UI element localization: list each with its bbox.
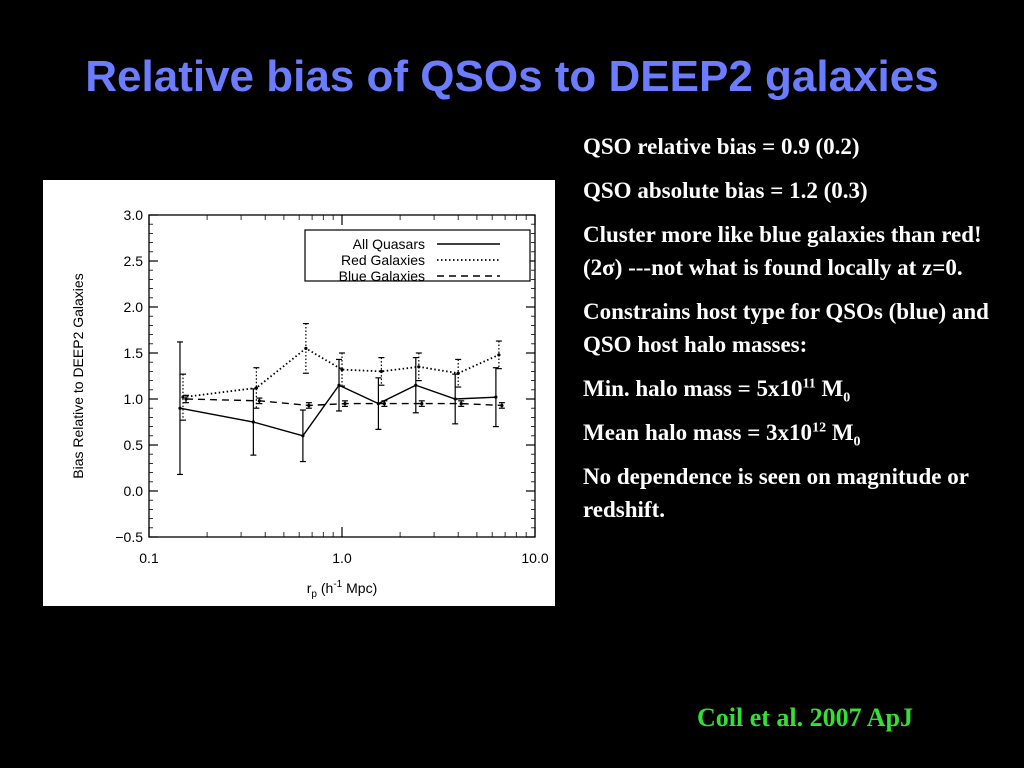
data-point — [453, 397, 457, 401]
sigma-symbol: σ — [602, 255, 615, 280]
y-tick-label: −0.5 — [115, 529, 143, 545]
bullet-absolute-bias: QSO absolute bias = 1.2 (0.3) — [583, 178, 868, 203]
legend-label: All Quasars — [353, 236, 425, 252]
legend-label: Blue Galaxies — [339, 268, 425, 284]
legend-label: Red Galaxies — [341, 252, 425, 268]
data-point — [178, 406, 182, 410]
bullet-constrains-host: Constrains host type for QSOs (blue) and… — [583, 299, 989, 357]
min-halo-exponent: 11 — [802, 376, 816, 392]
data-point — [456, 371, 460, 375]
bias-chart: −0.5 0.0 0.5 1.0 1.5 2.0 2.5 3.0 0.1 1.0 10.0 rp (h… — [43, 180, 555, 606]
bullet-list: QSO relative bias = 0.9 (0.2) QSO absolu… — [583, 130, 1008, 526]
y-axis-title: Bias Relative to DEEP2 Galaxies — [70, 273, 86, 478]
x-tick-label: 1.0 — [332, 550, 352, 566]
data-point — [304, 346, 308, 350]
bullet-relative-bias: QSO relative bias = 0.9 (0.2) — [583, 134, 860, 159]
data-point — [459, 402, 463, 406]
data-point — [343, 402, 347, 406]
mean-halo-text: Mean halo mass = 3x10 — [583, 420, 813, 445]
data-point — [382, 402, 386, 406]
bullet-mean-halo-mass: Mean halo mass = 3x1012 M0 — [583, 416, 1008, 449]
min-halo-unit: M — [815, 376, 844, 401]
mean-halo-unit: M — [826, 420, 854, 445]
data-point — [417, 365, 421, 369]
data-point — [379, 369, 383, 373]
data-point — [301, 434, 305, 438]
data-point — [257, 399, 261, 403]
y-tick-label: 2.0 — [124, 299, 144, 315]
y-tick-label: 3.0 — [124, 207, 144, 223]
data-point — [307, 403, 311, 408]
series-dotted — [179, 322, 502, 421]
bullet-cluster-like-blue: Cluster more like blue galaxies than red… — [583, 218, 1008, 284]
bullet-cluster-text-a: Cluster more like blue galaxies than red… — [583, 222, 982, 280]
bullet-no-dependence: No dependence is seen on magnitude or re… — [583, 464, 969, 522]
data-point — [181, 395, 185, 399]
y-tick-label: 1.0 — [124, 391, 144, 407]
data-point — [414, 383, 418, 387]
legend-box — [304, 229, 531, 282]
series-line — [179, 384, 496, 437]
mean-halo-exponent: 12 — [812, 420, 827, 436]
x-axis-title-part: p — [311, 589, 317, 600]
bullet-cluster-text-b: ) ---not what is found locally at z=0. — [614, 255, 963, 280]
mean-halo-unit-sub: 0 — [853, 434, 861, 450]
data-point — [500, 403, 504, 408]
data-point — [340, 367, 344, 372]
bullet-min-halo-mass: Min. halo mass = 5x1011 M0 — [583, 372, 1008, 405]
x-tick-label: 0.1 — [139, 550, 159, 566]
series-line — [185, 398, 502, 407]
min-halo-text: Min. halo mass = 5x10 — [583, 376, 803, 401]
x-axis-title-part: r — [307, 580, 312, 596]
y-tick-label: 1.5 — [124, 345, 144, 361]
data-point — [184, 397, 188, 401]
x-axis-title-part: Mpc) — [342, 580, 377, 596]
x-axis-title: rp (h-1 Mpc) — [307, 579, 377, 600]
x-axis-title-part: -1 — [333, 579, 342, 590]
series-line — [182, 347, 500, 399]
x-tick-label: 10.0 — [521, 550, 548, 566]
slide-title: Relative bias of QSOs to DEEP2 galaxies — [85, 52, 939, 101]
y-tick-label: 2.5 — [124, 253, 144, 269]
data-point — [494, 395, 498, 399]
y-tick-label: 0.5 — [124, 437, 144, 453]
data-point — [497, 353, 501, 357]
data-point — [254, 386, 258, 390]
chart-svg: −0.5 0.0 0.5 1.0 1.5 2.0 2.5 3.0 0.1 1.0 10.0 rp (h… — [70, 207, 549, 600]
data-point — [251, 420, 255, 424]
data-point — [420, 402, 424, 406]
series-dashed — [182, 394, 505, 409]
citation: Coil et al. 2007 ApJ — [697, 703, 913, 732]
min-halo-unit-sub: 0 — [843, 390, 851, 406]
y-tick-label: 0.0 — [124, 483, 144, 499]
x-axis-title-part: (h — [317, 580, 333, 596]
series-solid — [176, 341, 499, 476]
